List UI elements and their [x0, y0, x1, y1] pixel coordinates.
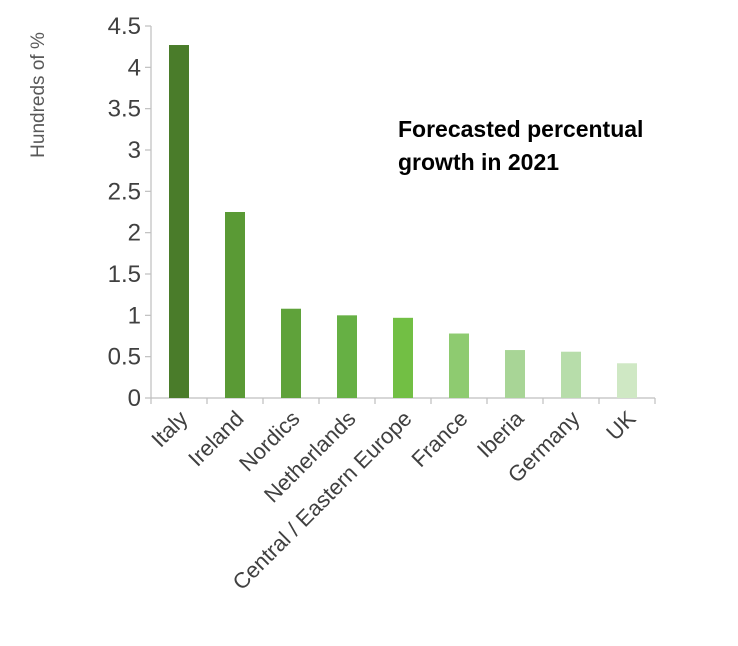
chart-title-line-1: Forecasted percentual — [398, 116, 643, 142]
y-tick-label: 4.5 — [108, 13, 141, 40]
chart-title: Forecasted percentual growth in 2021 — [398, 116, 643, 175]
y-tick-label: 3 — [128, 137, 141, 164]
bar-uk — [617, 363, 637, 398]
y-tick-label: 1 — [128, 302, 141, 329]
bars — [169, 45, 637, 398]
y-tick-label: 0 — [128, 385, 141, 412]
y-axis-label: Hundreds of % — [28, 32, 49, 158]
bar-nordics — [281, 308, 301, 398]
y-tick-label: 4 — [128, 54, 141, 81]
bar-germany — [561, 351, 581, 398]
chart-title-line-2: growth in 2021 — [398, 149, 559, 175]
bar-ireland — [225, 212, 245, 398]
x-tick-label: Italy — [146, 406, 192, 452]
x-tick-label: UK — [601, 406, 641, 446]
bar-france — [449, 333, 469, 398]
bar-central-eastern-europe — [393, 317, 413, 398]
x-tick-label: France — [406, 406, 472, 472]
y-tick-label: 1.5 — [108, 261, 141, 288]
y-tick-label: 2.5 — [108, 178, 141, 205]
bar-netherlands — [337, 315, 357, 398]
y-tick-label: 2 — [128, 220, 141, 247]
bar-iberia — [505, 350, 525, 398]
y-tick-label: 0.5 — [108, 344, 141, 371]
y-axis: 0 0.5 1 1.5 2 2.5 3 3.5 4 4.5 Hundreds of % — [28, 13, 152, 412]
y-tick-label: 3.5 — [108, 96, 141, 123]
bar-italy — [169, 45, 189, 398]
